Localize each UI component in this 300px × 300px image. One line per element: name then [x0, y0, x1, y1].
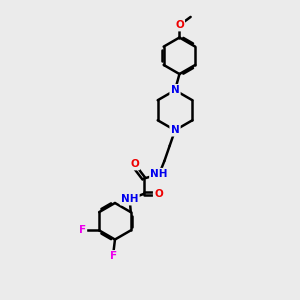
Text: O: O: [154, 189, 163, 199]
Text: N: N: [171, 125, 179, 135]
Text: F: F: [110, 251, 117, 261]
Text: NH: NH: [150, 169, 168, 179]
Text: F: F: [79, 225, 86, 236]
Text: NH: NH: [121, 194, 138, 204]
Text: N: N: [171, 85, 179, 95]
Text: O: O: [130, 159, 139, 169]
Text: O: O: [175, 20, 184, 30]
